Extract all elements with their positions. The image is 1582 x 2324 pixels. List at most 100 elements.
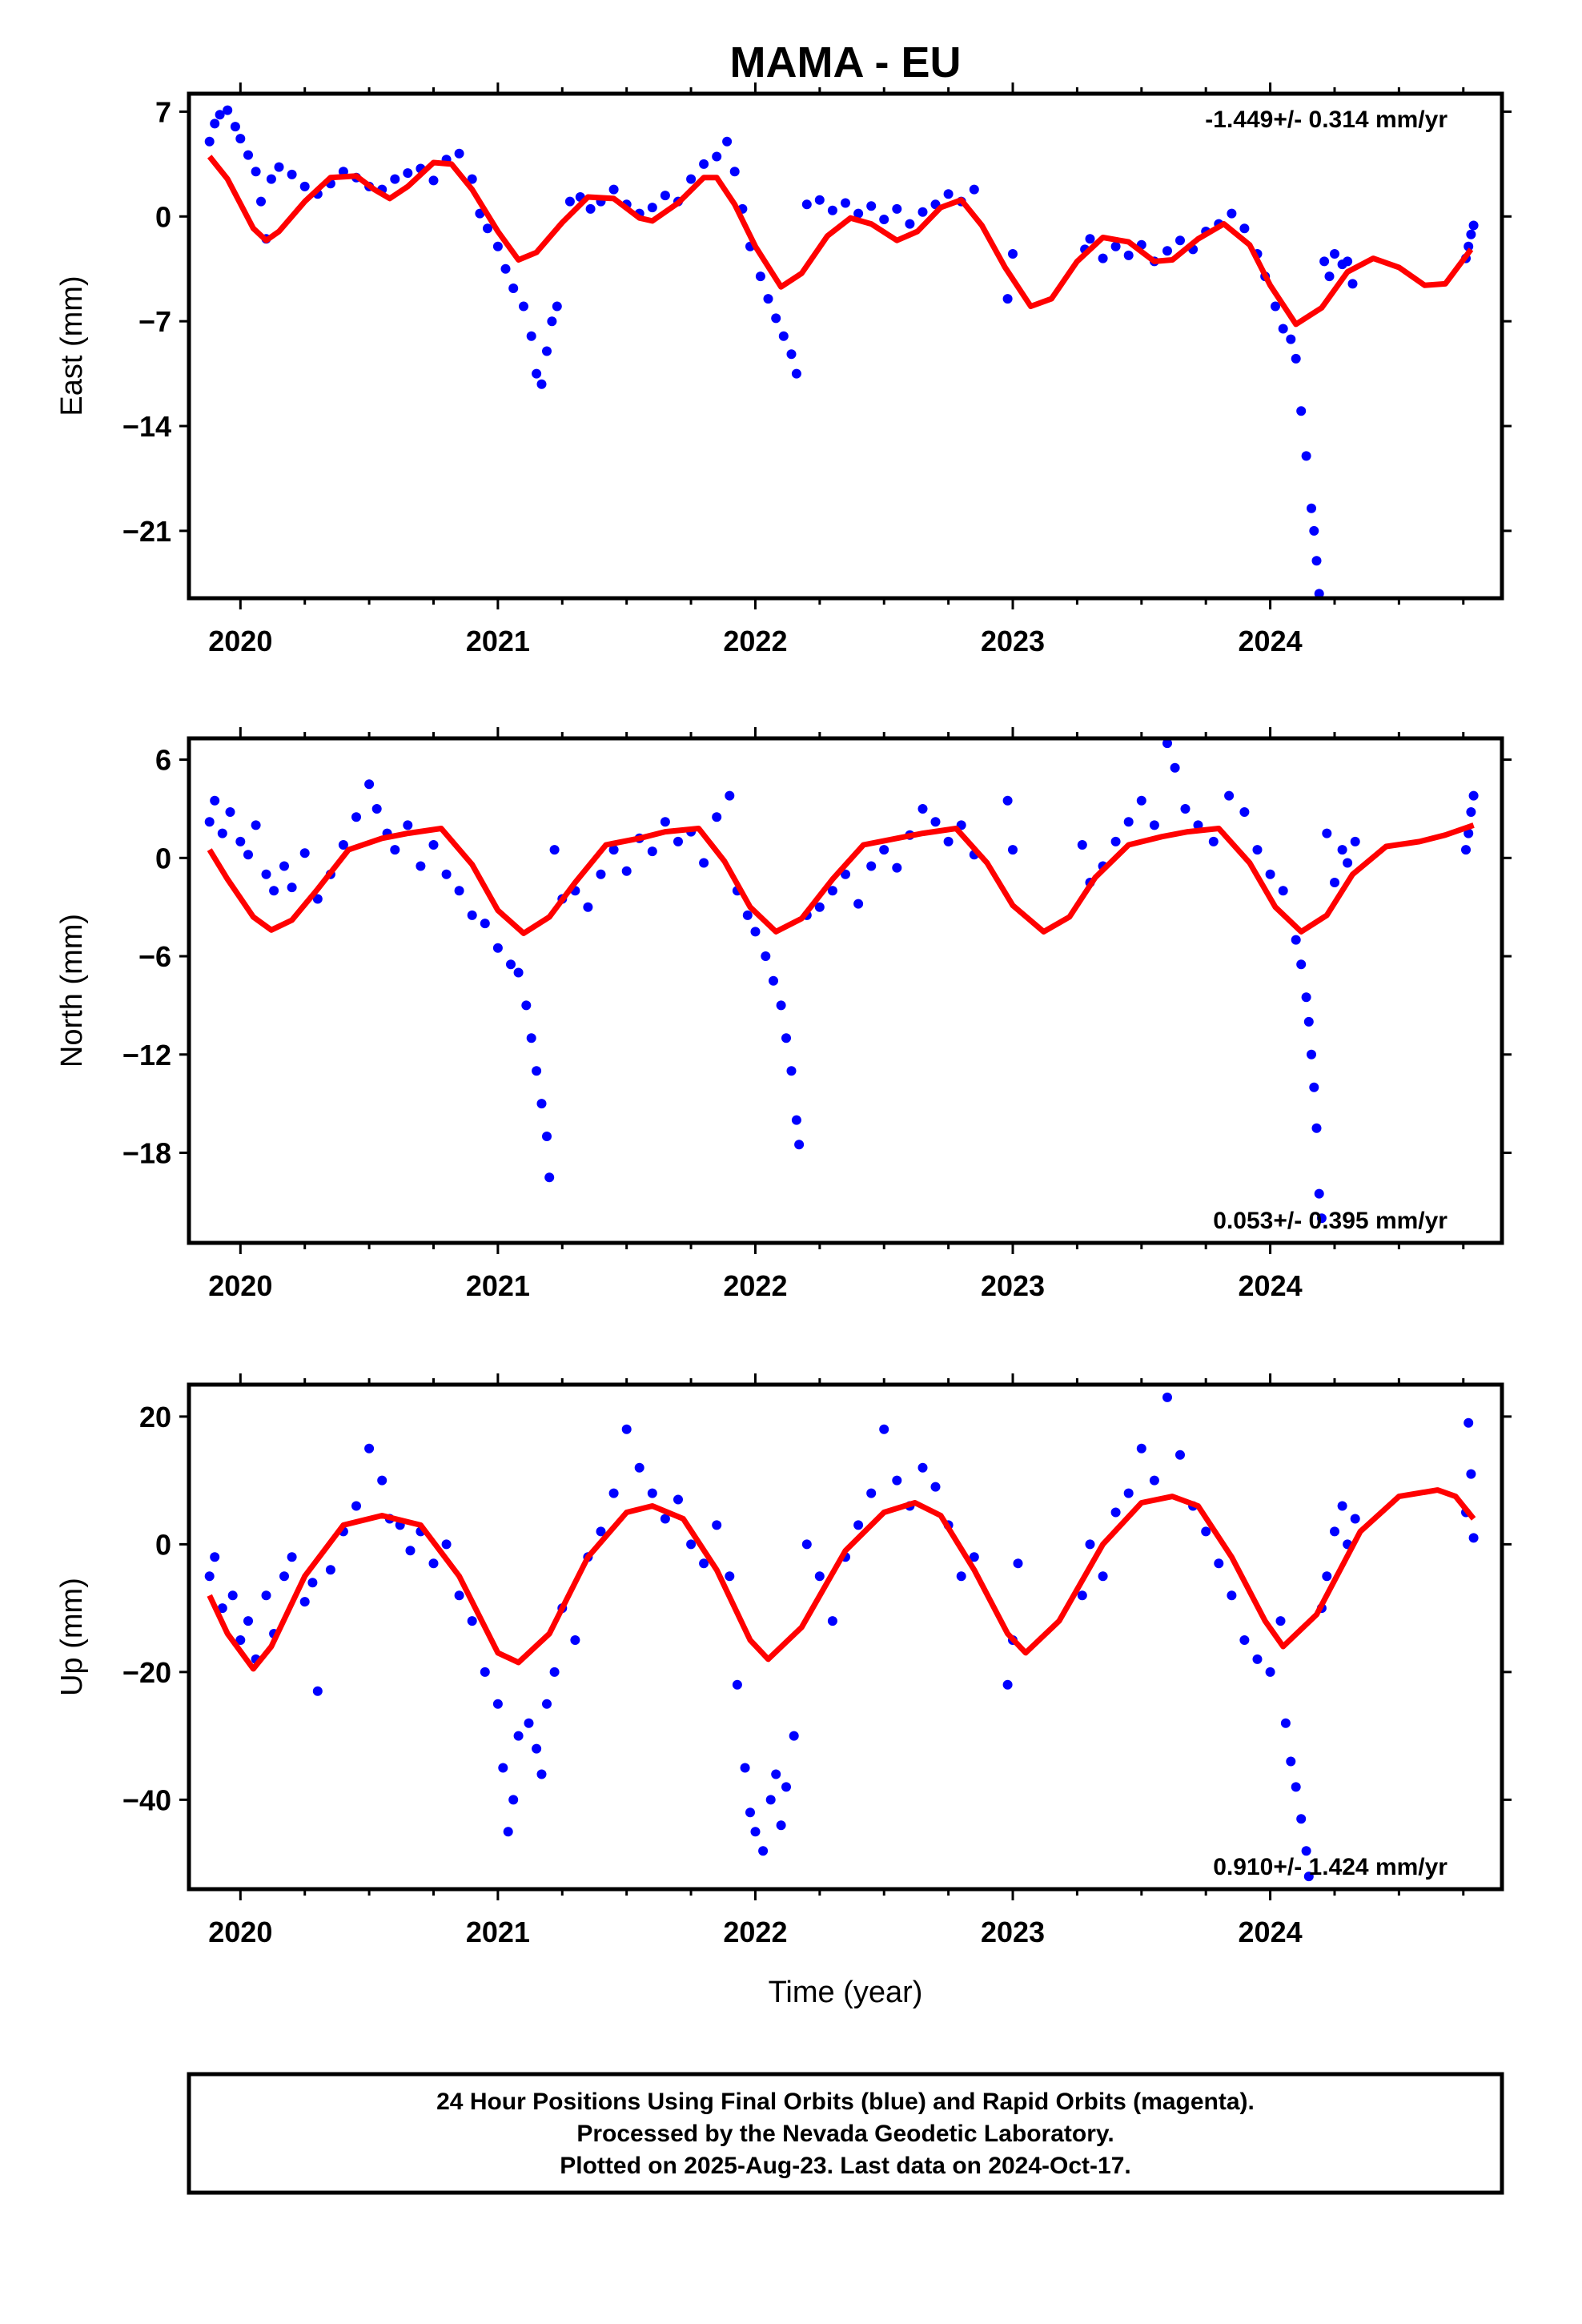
- data-point: [660, 191, 670, 201]
- footer-box: [187, 2072, 1504, 2195]
- data-point: [905, 219, 915, 229]
- data-point: [526, 1033, 536, 1043]
- data-point: [1291, 1782, 1301, 1792]
- data-point: [1466, 229, 1476, 239]
- data-point: [943, 836, 954, 846]
- x-axis-label: Time (year): [769, 1976, 923, 2009]
- data-point: [235, 1635, 246, 1645]
- data-point: [801, 1539, 812, 1550]
- data-point: [498, 1763, 508, 1773]
- data-point: [763, 294, 773, 304]
- data-point: [243, 850, 253, 860]
- data-point: [1002, 294, 1013, 304]
- data-point: [1464, 241, 1474, 251]
- data-point: [279, 861, 289, 871]
- fit-curve: [207, 155, 1474, 328]
- footer-line-2: Processed by the Nevada Geodetic Laborat…: [576, 2121, 1114, 2147]
- data-point: [416, 861, 426, 871]
- data-point: [1316, 1213, 1327, 1224]
- data-point: [892, 1475, 902, 1486]
- data-point: [1350, 836, 1360, 846]
- data-point: [725, 1571, 735, 1582]
- data-point: [405, 1546, 416, 1556]
- data-point: [454, 148, 464, 159]
- data-point: [765, 1795, 776, 1805]
- data-point: [524, 1718, 534, 1728]
- data-point: [1227, 1590, 1237, 1601]
- data-point: [1193, 820, 1203, 830]
- data-point: [879, 1424, 889, 1434]
- x-tick-label: 2021: [466, 1269, 530, 1302]
- data-point: [699, 858, 709, 868]
- data-point: [761, 951, 771, 961]
- data-point: [1343, 256, 1353, 267]
- data-point: [794, 1140, 805, 1150]
- data-point: [673, 836, 683, 846]
- data-point: [969, 184, 979, 195]
- data-point: [1271, 301, 1280, 312]
- data-point: [786, 349, 797, 360]
- data-point: [521, 1000, 532, 1011]
- data-point: [338, 840, 348, 850]
- data-point: [1319, 256, 1330, 267]
- data-point: [1008, 845, 1018, 855]
- data-point: [1239, 807, 1250, 817]
- y-tick-label: −21: [122, 515, 171, 548]
- data-point: [287, 1552, 297, 1562]
- x-tick-label: 2020: [208, 1269, 272, 1302]
- data-point: [1322, 828, 1332, 838]
- data-point: [351, 1501, 361, 1511]
- data-point: [1208, 836, 1219, 846]
- data-point: [596, 869, 606, 879]
- data-point: [1466, 1469, 1476, 1479]
- data-point: [1149, 1475, 1159, 1486]
- x-tick-label: 2023: [981, 1916, 1045, 1948]
- data-point: [454, 1590, 464, 1601]
- data-point: [585, 203, 596, 214]
- data-point: [287, 169, 297, 179]
- data-point: [647, 203, 657, 213]
- data-point: [513, 967, 524, 978]
- up-panel: 20 0 −20 −40 2020 2021 2022 2023 2024 Up (mm) 0.91…: [55, 1373, 1512, 1948]
- data-point: [441, 1539, 452, 1550]
- data-point: [1123, 250, 1134, 260]
- data-point: [712, 812, 722, 822]
- data-point: [1307, 1049, 1316, 1059]
- data-point: [1149, 820, 1159, 830]
- plot-frame: [187, 1382, 1504, 1892]
- data-point: [287, 883, 297, 893]
- data-point: [204, 1571, 215, 1582]
- data-point: [1311, 556, 1322, 566]
- data-point: [1265, 869, 1275, 879]
- data-point: [299, 1597, 310, 1607]
- data-point: [596, 1526, 606, 1537]
- data-point: [508, 283, 519, 293]
- data-point: [266, 174, 276, 184]
- x-tick-label: 2024: [1239, 625, 1303, 657]
- data-point: [660, 817, 670, 827]
- data-point: [1337, 845, 1347, 855]
- data-point: [542, 1699, 552, 1709]
- data-point: [729, 167, 740, 177]
- data-point: [673, 1494, 683, 1505]
- x-tick-label: 2024: [1239, 1269, 1303, 1302]
- y-tick-label: −14: [122, 410, 171, 443]
- data-point: [1110, 836, 1121, 846]
- data-point: [364, 1443, 375, 1454]
- data-point: [467, 174, 477, 184]
- data-point: [750, 1827, 761, 1837]
- data-point: [745, 1807, 755, 1818]
- data-point: [1296, 1814, 1307, 1824]
- data-point: [204, 817, 215, 827]
- x-tick-label: 2022: [723, 1916, 787, 1948]
- data-point: [686, 174, 697, 184]
- data-point: [781, 1033, 791, 1043]
- data-point: [1350, 1514, 1360, 1524]
- data-point: [786, 1066, 797, 1076]
- data-point: [312, 894, 323, 904]
- data-point: [243, 150, 253, 160]
- data-point: [1291, 935, 1301, 945]
- data-point: [791, 368, 801, 379]
- data-point: [1136, 1443, 1146, 1454]
- y-tick-label: 0: [155, 200, 171, 233]
